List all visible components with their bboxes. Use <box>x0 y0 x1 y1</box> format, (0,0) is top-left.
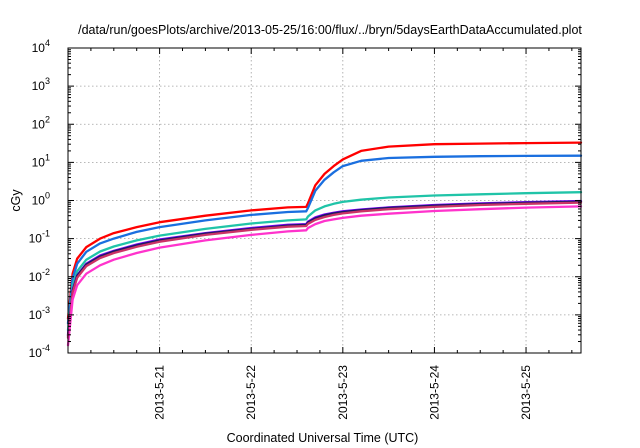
x-tick-label: 2013-5-23 <box>336 365 350 420</box>
y-axis-title: cGy <box>9 189 23 212</box>
y-tick-label: 102 <box>32 114 50 131</box>
series-line-1 <box>66 141 583 320</box>
series-line-7 <box>66 205 583 347</box>
x-tick-label: 2013-5-21 <box>153 365 167 420</box>
series-line-2 <box>66 154 583 325</box>
y-tick-label: 100 <box>32 191 50 208</box>
x-axis-title: Coordinated Universal Time (UTC) <box>227 431 419 445</box>
series-line-3 <box>66 191 583 332</box>
y-tick-label: 10-2 <box>29 267 50 284</box>
y-tick-label: 10-4 <box>29 343 50 360</box>
y-tick-label: 10-1 <box>29 229 50 246</box>
y-tick-label: 101 <box>32 152 50 169</box>
series-line-6 <box>66 201 583 339</box>
y-tick-label: 104 <box>32 38 50 55</box>
x-tick-label: 2013-5-25 <box>519 365 533 420</box>
y-tick-label: 103 <box>32 76 50 93</box>
y-tick-label: 10-3 <box>29 305 50 322</box>
x-tick-label: 2013-5-22 <box>244 365 258 420</box>
tick-layer <box>68 47 581 354</box>
y-tick-labels: 10-4 10-3 10-2 10-1 100 101 102 103 104 <box>29 38 50 360</box>
x-tick-label: 2013-5-24 <box>427 365 441 420</box>
x-tick-labels: 2013-5-21 2013-5-22 2013-5-23 2013-5-24 2013… <box>153 365 533 420</box>
chart-title: /data/run/goesPlots/archive/2013-05-25/1… <box>78 23 582 37</box>
series-layer <box>66 141 583 347</box>
grid-layer <box>68 48 581 353</box>
